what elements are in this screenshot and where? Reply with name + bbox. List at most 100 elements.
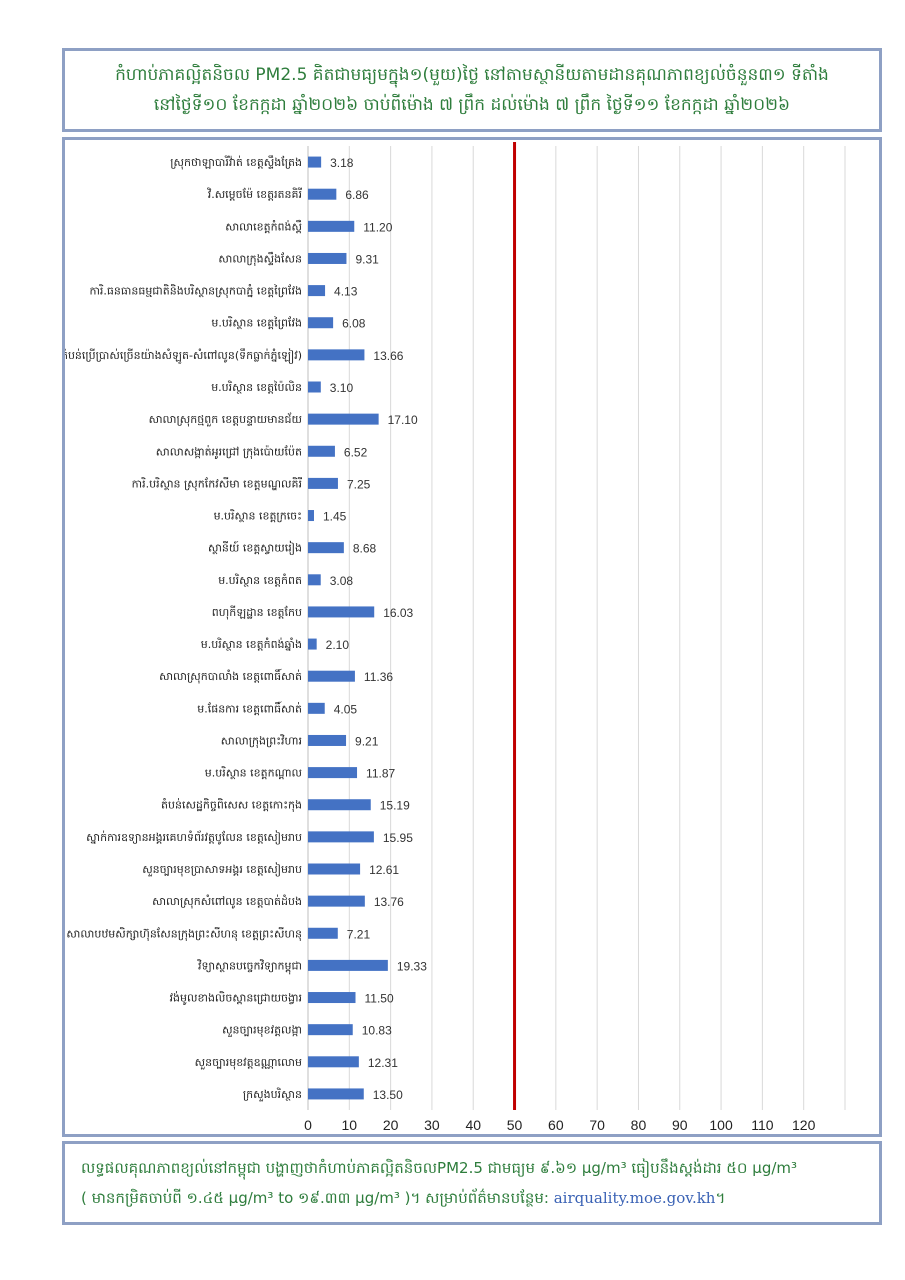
category-label: សាលាក្រុងព្រះវិហារ [221, 733, 302, 748]
value-label: 11.36 [364, 670, 393, 684]
summary-line-2: ( មានកម្រិតចាប់ពី ១.៤៥ µg/m³ to ១៩.៣៣ µg… [81, 1183, 863, 1213]
bar [308, 992, 356, 1004]
bar [308, 895, 365, 907]
bar [308, 542, 344, 554]
bar [308, 670, 355, 682]
value-label: 12.31 [368, 1056, 398, 1070]
bar [308, 927, 338, 939]
value-label: 7.21 [347, 927, 371, 941]
bar [308, 252, 347, 264]
category-label: ម.បរិស្ថាន ខេត្តក្រចេះ [214, 509, 302, 523]
value-label: 9.31 [355, 252, 379, 266]
x-tick-label: 60 [548, 1117, 564, 1133]
bar [308, 734, 347, 746]
x-tick-label: 0 [304, 1117, 312, 1133]
bar-chart: ស្រុកថាឡាបារីវ៉ាត់ ខេត្តស្ទឹងត្រែង 3.18 វិ… [65, 142, 846, 1133]
x-tick-label: 40 [465, 1117, 481, 1133]
x-tick-label: 30 [424, 1117, 440, 1133]
category-label: ស្នាក់ការឧទ្យានអង្គរគេហទំព័រវត្តបូលែន ខេ… [86, 830, 302, 845]
category-label: ស្រុកថាឡាបារីវ៉ាត់ ខេត្តស្ទឹងត្រែង [170, 155, 302, 170]
value-label: 13.76 [374, 895, 404, 909]
value-label: 9.21 [355, 734, 379, 748]
value-label: 6.52 [344, 445, 368, 459]
x-tick-label: 70 [589, 1117, 605, 1133]
category-label: ស្ថានីយ៍ ខេត្តស្វាយរៀង [208, 541, 302, 556]
value-label: 15.95 [383, 831, 413, 845]
value-label: 8.68 [353, 542, 377, 556]
category-label: តំបន់សេដ្ឋកិច្ចពិសេស ខេត្តកោះកុង [161, 798, 302, 813]
value-label: 13.66 [373, 349, 403, 363]
category-label: ម.បរិស្ថាន ខេត្តព្រៃវែង [211, 316, 302, 330]
value-label: 4.13 [334, 285, 358, 299]
value-label: 15.19 [380, 799, 410, 813]
summary-line-2-text: ( មានកម្រិតចាប់ពី ១.៤៥ µg/m³ to ១៩.៣៣ µg… [81, 1189, 554, 1207]
value-label: 19.33 [397, 959, 427, 973]
category-label: វិ.សម្តេចម៉ែ ខេត្តរតនគិរី [206, 187, 302, 201]
category-label: ការិ.បរិស្ថាន ស្រុកកែវសីមា ខេត្តមណ្ឌលគិរ… [132, 476, 302, 491]
value-label: 13.50 [373, 1088, 403, 1102]
category-label: ម.បរិស្ថាន ខេត្តកណ្តាល [205, 766, 302, 780]
value-label: 11.20 [363, 220, 392, 234]
x-tick-label: 100 [709, 1117, 733, 1133]
bar [308, 220, 355, 232]
category-label: សាលាក្រុងស្ទឹងសែន [218, 251, 302, 266]
x-tick-label: 50 [507, 1117, 523, 1133]
bar [308, 156, 322, 168]
bar [308, 574, 321, 586]
category-label: សាលាសង្កាត់អូរជ្រៅ ក្រុងប៉ោយប៉ែត [156, 444, 302, 459]
value-label: 12.61 [369, 863, 399, 877]
category-label: សាលាខេត្តកំពង់ស្ពឺ [225, 219, 302, 233]
bar [308, 863, 361, 875]
bar [308, 638, 317, 650]
value-label: 1.45 [323, 510, 347, 524]
category-label: សួនច្បារមុខវត្តលង្កា [222, 1024, 302, 1038]
value-label: 6.86 [345, 188, 369, 202]
category-label: សាលាស្រុកថ្មពួក ខេត្តបន្ទាយមានជ័យ [149, 412, 302, 427]
category-label: សាលាស្រុកសំពៅលូន ខេត្តបាត់ដំបង [152, 894, 302, 909]
bar [308, 317, 334, 329]
bar [308, 799, 371, 811]
value-label: 3.18 [330, 156, 354, 170]
category-label: ស្នាក់ការតំបន់ប្រើប្រាស់ច្រើនយ៉ាងសំឡូត-ស… [65, 348, 302, 364]
bar [308, 606, 375, 618]
category-label: ការិ.ធនធានធម្មជាតិនិងបរិស្ថានស្រុកបាភ្នំ… [89, 284, 302, 299]
x-tick-label: 120 [792, 1117, 816, 1133]
x-tick-label: 20 [383, 1117, 399, 1133]
value-label: 11.87 [366, 767, 395, 781]
value-label: 11.50 [365, 992, 394, 1006]
category-label: ម.បរិស្ថាន ខេត្តប៉ៃលិន [211, 380, 302, 394]
bar [308, 188, 337, 200]
x-tick-label: 90 [672, 1117, 688, 1133]
value-label: 17.10 [388, 413, 418, 427]
x-tick-label: 10 [342, 1117, 358, 1133]
x-tick-label: 80 [631, 1117, 647, 1133]
category-label: ម.បរិស្ថាន ខេត្តកំពង់ឆ្នាំង [201, 637, 302, 651]
category-label: សាលាស្រុកបាលាំង ខេត្តពោធិ៍សាត់ [159, 668, 302, 684]
value-label: 2.10 [326, 638, 350, 652]
bar [308, 381, 321, 393]
chart-title-line-1: កំហាប់ភាគល្អិតនិចល PM2.5 គិតជាមធ្យមក្នុង… [115, 65, 829, 85]
bar [308, 413, 379, 425]
value-label: 10.83 [362, 1024, 392, 1038]
value-label: 3.10 [330, 381, 354, 395]
category-label: ម.ផែនការ ខេត្តពោធិ៍សាត់ [197, 700, 302, 715]
bar [308, 702, 325, 714]
bar [308, 831, 374, 843]
chart-title-box: កំហាប់ភាគល្អិតនិចល PM2.5 គិតជាមធ្យមក្នុង… [62, 48, 882, 132]
website-link[interactable]: airquality.moe.gov.kh [553, 1189, 716, 1207]
category-label: សួនច្បារមុខវត្តឧណ្ណាលោម [195, 1056, 302, 1070]
category-label: ពហុកីឡដ្ឋាន ខេត្តកែប [212, 605, 302, 620]
summary-line-1: លទ្ធផលគុណភាពខ្យល់នៅកម្ពុជា បង្ហាញថាកំហាប… [81, 1159, 798, 1177]
category-label: ក្រសួងបរិស្ថាន [243, 1087, 302, 1102]
bar [308, 959, 388, 971]
category-label: វង់មូលខាងលិចស្ពានជ្រោយចង្វារ [170, 991, 302, 1006]
summary-box: លទ្ធផលគុណភាពខ្យល់នៅកម្ពុជា បង្ហាញថាកំហាប… [62, 1141, 882, 1225]
bar [308, 349, 365, 361]
bar [308, 767, 358, 779]
value-label: 4.05 [334, 702, 358, 716]
bar [308, 510, 314, 522]
chart-title-line-2: នៅថ្ងៃទី១០ ខែកក្កដា ឆ្នាំ២០២៦ ចាប់ពីម៉ោង… [153, 95, 791, 115]
summary-line-2-end: ។ [715, 1189, 726, 1207]
bar [308, 1056, 359, 1068]
category-label: វិទ្យាស្ថានបច្ចេកវិទ្យាកម្ពុជា [197, 958, 302, 974]
